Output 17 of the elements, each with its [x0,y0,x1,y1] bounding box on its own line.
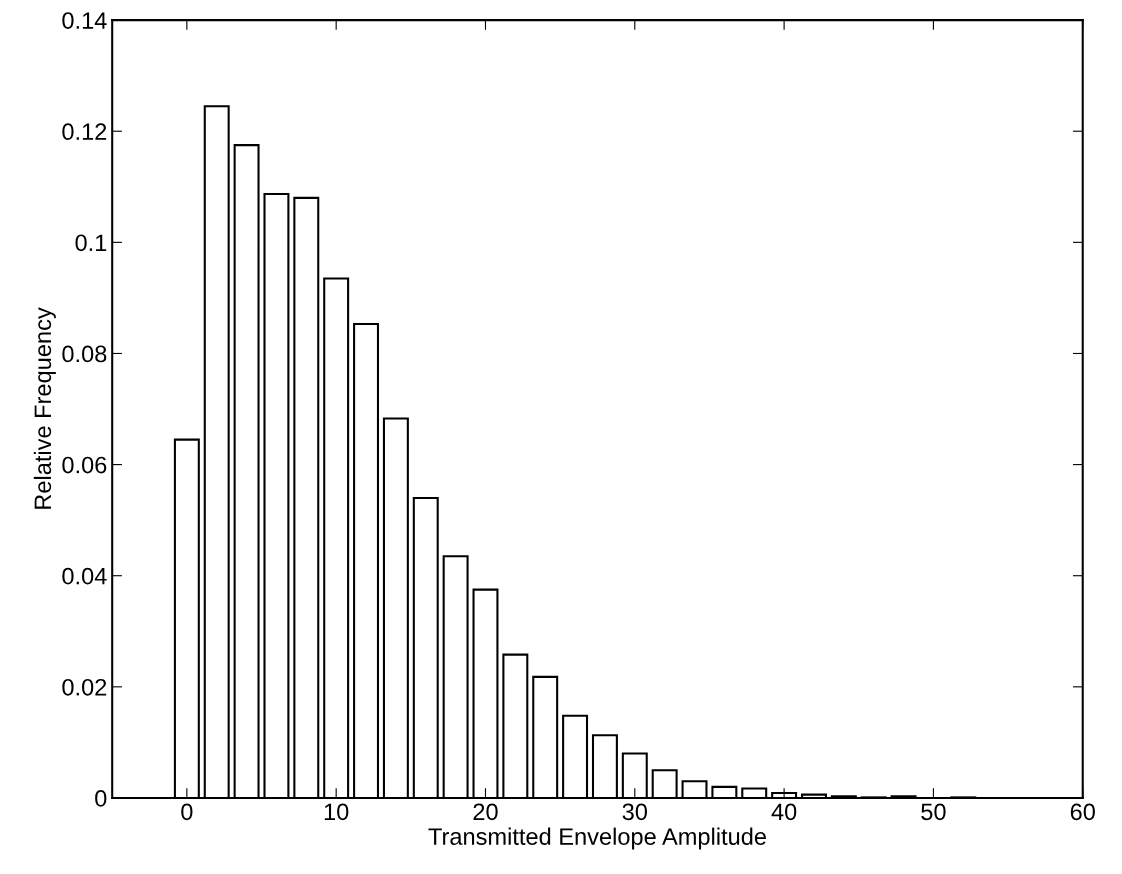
x-tick-label: 10 [324,803,349,821]
x-tick-label: 50 [921,803,946,821]
x-tick-label: 40 [771,803,797,821]
y-tick-label: 0.06 [62,456,107,474]
x-axis-title: Transmitted Envelope Amplitude [428,827,766,850]
x-tick-label: 30 [622,803,647,821]
y-tick-label: 0.04 [62,567,107,585]
y-tick-label: 0 [95,790,107,807]
x-tick-label: 60 [1070,803,1095,821]
y-tick-label: 0.08 [62,345,107,363]
y-tick-label: 0.14 [62,12,107,29]
x-tick-label: 20 [473,803,498,821]
y-tick-label: 0.02 [62,678,107,696]
y-tick-label: 0.1 [75,234,107,252]
y-axis-title: Relative Frequency [33,307,56,509]
y-tick-label: 0.12 [62,123,107,141]
x-tick-label: 0 [181,803,193,821]
